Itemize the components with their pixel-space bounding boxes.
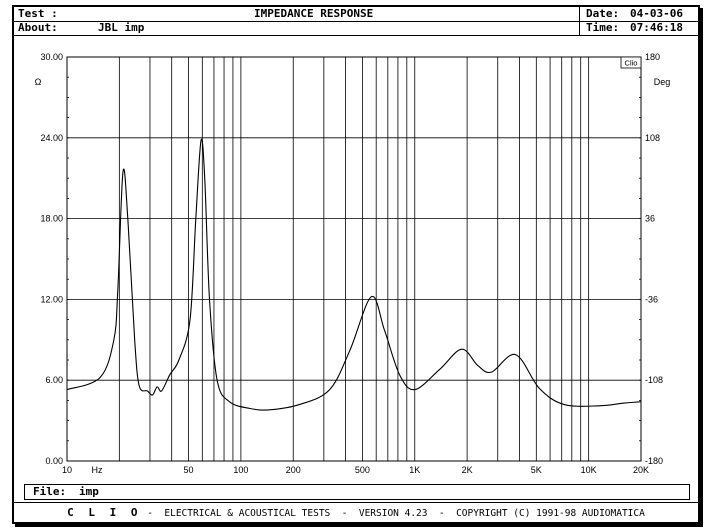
series-line-impedance	[66, 138, 642, 411]
file-label: File:	[33, 485, 67, 498]
about-value: JBL imp	[98, 21, 145, 34]
y-tick-label: 18.00	[40, 214, 63, 224]
y2-tick-label: 180	[645, 52, 660, 62]
x-tick-label: 5K	[531, 465, 542, 475]
y-tick-label: 30.00	[40, 52, 63, 62]
y-tick-label: 0.00	[45, 456, 63, 466]
y-axis-label: Ω	[35, 77, 42, 87]
about-label: About:	[18, 21, 58, 34]
header: Test : IMPEDANCE RESPONSE Date: 04-03-06…	[14, 7, 698, 36]
footer: C L I O - ELECTRICAL & ACOUSTICAL TESTS …	[14, 502, 698, 523]
x-tick-label: 100	[233, 465, 248, 475]
time-value: 07:46:18	[630, 21, 683, 34]
file-box: File: imp	[24, 484, 690, 500]
y-tick-label: 6.00	[45, 375, 63, 385]
clio-watermark-box	[620, 56, 642, 69]
chart-title: IMPEDANCE RESPONSE	[254, 7, 374, 20]
x-tick-label: 10	[62, 465, 72, 475]
x-tick-label: 500	[355, 465, 370, 475]
clio-window: Test : IMPEDANCE RESPONSE Date: 04-03-06…	[12, 5, 700, 524]
y2-axis-label: Deg	[654, 77, 671, 87]
x-tick-label: 10K	[581, 465, 597, 475]
y2-tick-label: -180	[645, 456, 663, 466]
test-label: Test :	[18, 7, 58, 20]
y-tick-label: 12.00	[40, 294, 63, 304]
y2-tick-label: 36	[645, 214, 655, 224]
y-tick-label: 24.00	[40, 133, 63, 143]
footer-text: - ELECTRICAL & ACOUSTICAL TESTS - VERSIO…	[141, 508, 645, 519]
y2-tick-label: -108	[645, 375, 663, 385]
footer-brand: C L I O	[67, 506, 142, 519]
y2-tick-label: -36	[645, 294, 658, 304]
x-axis-label: Hz	[92, 465, 103, 475]
date-label: Date:	[586, 7, 620, 20]
date-value: 04-03-06	[630, 7, 683, 20]
clio-watermark: Clio	[625, 59, 638, 68]
x-tick-label: 2K	[462, 465, 473, 475]
x-tick-label: 1K	[409, 465, 420, 475]
x-tick-label: 200	[286, 465, 301, 475]
header-divider	[579, 7, 580, 35]
x-tick-label: 20K	[633, 465, 649, 475]
time-label: Time:	[586, 21, 620, 34]
y2-tick-label: 108	[645, 133, 660, 143]
x-tick-label: 50	[184, 465, 194, 475]
file-value: imp	[79, 485, 99, 498]
